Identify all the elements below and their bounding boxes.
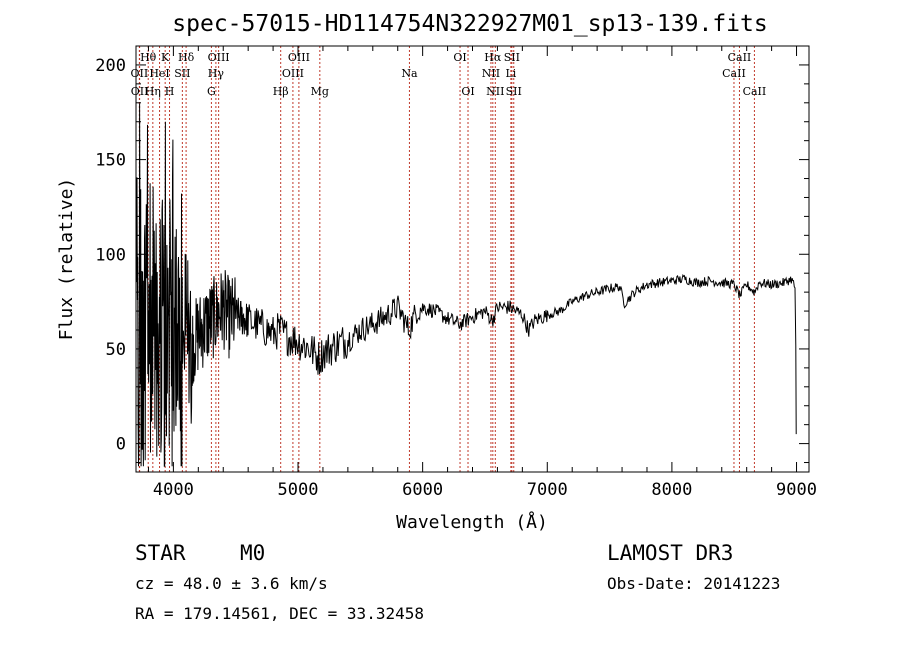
spectral-line-label: OIII bbox=[282, 67, 304, 80]
object-subclass: M0 bbox=[240, 541, 265, 565]
spectral-line-label: OII bbox=[131, 67, 149, 80]
y-tick-label: 50 bbox=[106, 340, 126, 360]
plot-frame bbox=[135, 45, 810, 473]
x-tick-label: 4000 bbox=[153, 480, 194, 500]
y-tick-label: 0 bbox=[116, 435, 126, 455]
spectral-line-label: K bbox=[161, 51, 170, 64]
spectral-line-label: Hγ bbox=[208, 67, 225, 80]
spectral-line-label: Hβ bbox=[273, 85, 289, 98]
spectral-line-label: HeI bbox=[149, 67, 169, 80]
spectral-line-label: SII bbox=[174, 67, 190, 80]
observation-date: Obs-Date: 20141223 bbox=[607, 574, 780, 593]
sky-coordinates: RA = 179.14561, DEC = 33.32458 bbox=[135, 604, 424, 623]
spectral-line-label: OI bbox=[453, 51, 466, 64]
spectral-line-label: Li bbox=[505, 67, 516, 80]
spectral-line-label: CaII bbox=[722, 67, 746, 80]
spectral-line-label: Hδ bbox=[178, 51, 195, 64]
y-tick-label: 100 bbox=[95, 245, 126, 265]
redshift-cz: cz = 48.0 ± 3.6 km/s bbox=[135, 574, 328, 593]
spectral-line-label: Hθ bbox=[140, 51, 157, 64]
spectral-line-label: SII bbox=[504, 51, 520, 64]
survey-name: LAMOST DR3 bbox=[607, 541, 733, 565]
x-tick-label: 9000 bbox=[776, 480, 817, 500]
x-tick-label: 6000 bbox=[402, 480, 443, 500]
spectrum-series bbox=[136, 103, 797, 467]
y-tick-label: 200 bbox=[95, 56, 126, 76]
spectral-line-label: G bbox=[207, 85, 216, 98]
spectral-line-label: OII bbox=[131, 85, 149, 98]
x-axis-label: Wavelength (Å) bbox=[396, 511, 548, 533]
spectral-line-label: OI bbox=[461, 85, 474, 98]
spectral-line-label: NII bbox=[482, 67, 500, 80]
spectral-line-label: SII bbox=[506, 85, 522, 98]
chart-title: spec-57015-HD114754N322927M01_sp13-139.f… bbox=[172, 11, 767, 37]
spectral-line-label: Mg bbox=[311, 85, 329, 98]
spectral-line-markers bbox=[138, 46, 755, 472]
x-tick-label: 5000 bbox=[278, 480, 319, 500]
object-class: STAR bbox=[135, 541, 186, 565]
y-tick-label: 150 bbox=[95, 151, 126, 171]
x-tick-label: 8000 bbox=[651, 480, 692, 500]
spectral-line-label: H bbox=[165, 85, 175, 98]
spectral-line-label: OIII bbox=[208, 51, 230, 64]
spectral-line-label: Hα bbox=[484, 51, 502, 64]
y-axis-label: Flux (relative) bbox=[56, 178, 77, 341]
spectral-line-label: Hη bbox=[145, 85, 161, 98]
spectral-line-label: CaII bbox=[728, 51, 752, 64]
spectral-line-labels: HθOIIOIIHηHeIKHSIIHδGHγOIIIHβOIIIOIIIMgN… bbox=[131, 51, 767, 98]
axis-ticks: 4000 5000 6000 7000 8000 9000 0 50 100 150 200 bbox=[95, 46, 817, 500]
spectral-line-label: NII bbox=[486, 85, 504, 98]
spectral-line-label: OIII bbox=[288, 51, 310, 64]
x-tick-label: 7000 bbox=[527, 480, 568, 500]
spectral-line-label: CaII bbox=[743, 85, 767, 98]
spectral-line-label: Na bbox=[401, 67, 418, 80]
